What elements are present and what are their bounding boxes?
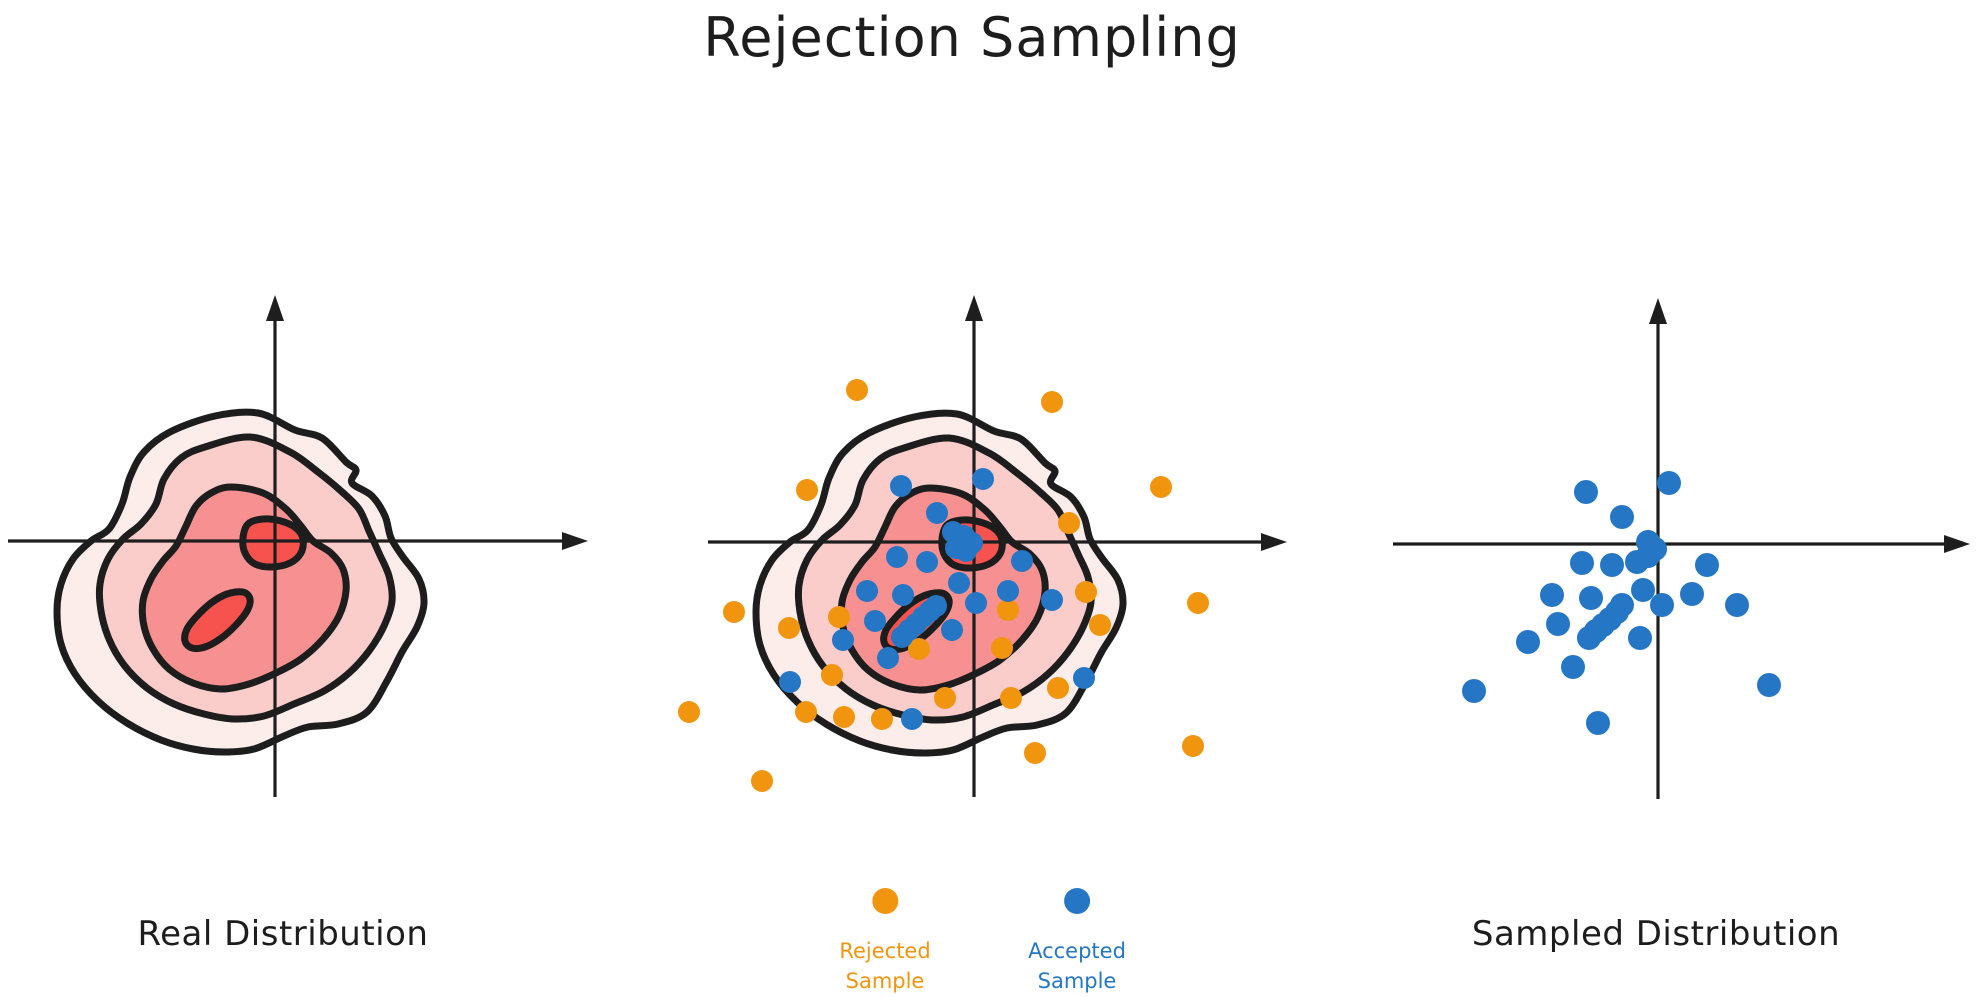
rejected-sample-dot <box>1182 735 1204 757</box>
accepted-sample-dot <box>972 468 994 490</box>
accepted-sample-dot <box>925 595 947 617</box>
y-axis-arrow-icon <box>1649 298 1667 324</box>
accepted-sample-dot <box>877 647 899 669</box>
rejected-sample-dot <box>846 379 868 401</box>
accepted-sample-legend-label: Accepted Sample <box>1028 936 1126 997</box>
x-axis-arrow-icon <box>1944 535 1970 553</box>
rejected-sample-dot <box>828 606 850 628</box>
real-distribution-contour <box>53 408 428 756</box>
rejected-sample-dot <box>1024 742 1046 764</box>
rejected-sample-dot <box>678 701 700 723</box>
real-distribution-label: Real Distribution <box>137 914 429 954</box>
sampled-dot <box>1586 711 1610 735</box>
accepted-samples <box>779 468 1095 730</box>
accepted-sample-dot <box>779 671 801 693</box>
sampled-dot <box>1680 582 1704 606</box>
rejected-sample-dot <box>997 599 1019 621</box>
rejected-sample-dot <box>795 701 817 723</box>
rejected-sample-legend-dot <box>871 888 898 914</box>
rejected-sample-dot <box>1041 391 1063 413</box>
accepted-sample-dot <box>926 502 948 524</box>
rejected-sample-dot <box>1000 687 1022 709</box>
sampled-dot <box>1610 505 1634 529</box>
sampled-dot <box>1561 655 1585 679</box>
rejected-sample-dot <box>908 638 930 660</box>
rejected-sample-dot <box>1075 581 1097 603</box>
sampled-dot <box>1600 553 1624 577</box>
accepted-sample-dot <box>1011 550 1033 572</box>
legend-accepted-line2: Sample <box>1037 969 1117 994</box>
accepted-sample-dot <box>864 610 886 632</box>
sampled-dot <box>1546 612 1570 636</box>
sampled-dot <box>1516 630 1540 654</box>
y-axis-arrow-icon <box>965 295 983 321</box>
x-axis-arrow-icon <box>1261 533 1287 551</box>
sampled-dot <box>1570 551 1594 575</box>
accepted-sample-dot <box>916 551 938 573</box>
sampled-panel-axes <box>1393 298 1970 799</box>
sampled-dot <box>1625 550 1649 574</box>
accepted-sample-dot <box>856 580 878 602</box>
real-panel-axes <box>8 295 588 797</box>
rejected-sample-dot <box>796 479 818 501</box>
accepted-sample-dot <box>892 584 914 606</box>
rejected-sample-dot <box>751 770 773 792</box>
rejected-sample-dot <box>871 708 893 730</box>
rejected-sample-dot <box>723 601 745 623</box>
accepted-sample-dot <box>941 619 963 641</box>
rejected-sample-dot <box>991 637 1013 659</box>
accepted-sample-dot <box>1041 589 1063 611</box>
accepted-sample-dot <box>965 592 987 614</box>
accepted-sample-dot <box>832 629 854 651</box>
accepted-sample-dot <box>886 546 908 568</box>
accepted-sample-dot <box>955 540 977 562</box>
accepted-sample-dot <box>1073 667 1095 689</box>
sampled-dot <box>1757 673 1781 697</box>
sampled-dot <box>1657 471 1681 495</box>
rejected-sample-legend-label: Rejected Sample <box>839 936 930 997</box>
sampled-distribution-dots <box>1462 471 1781 735</box>
legend-item-accepted: Accepted Sample <box>1028 888 1126 997</box>
rejected-sample-dot <box>1187 592 1209 614</box>
sampled-dot <box>1631 578 1655 602</box>
rejected-sample-dot <box>778 617 800 639</box>
rejected-sample-dot <box>1058 512 1080 534</box>
sampled-distribution-label: Sampled Distribution <box>1471 914 1841 954</box>
legend-item-rejected: Rejected Sample <box>839 888 931 997</box>
sampled-dot <box>1574 480 1598 504</box>
legend-rejected-line1: Rejected <box>839 939 931 963</box>
accepted-sample-dot <box>890 475 912 497</box>
rejected-sample-dot <box>1150 476 1172 498</box>
accepted-sample-legend-dot <box>1063 888 1090 914</box>
rejected-sample-dot <box>821 664 843 686</box>
legend-rejected-line2: Sample <box>845 969 925 994</box>
sampled-dot <box>1650 593 1674 617</box>
rejected-sample-dot <box>1089 614 1111 636</box>
rejected-samples <box>678 379 1209 792</box>
accepted-sample-dot <box>948 572 970 594</box>
figure-title: Rejection Sampling <box>703 6 1241 69</box>
y-axis-arrow-icon <box>266 295 284 321</box>
accepted-sample-dot <box>997 580 1019 602</box>
sampled-dot <box>1628 626 1652 650</box>
x-axis-arrow-icon <box>562 532 588 550</box>
rejected-sample-dot <box>1047 677 1069 699</box>
legend-accepted-line1: Accepted <box>1028 939 1126 963</box>
sampled-dot <box>1540 583 1564 607</box>
rejected-sample-dot <box>934 687 956 709</box>
sampled-dot <box>1695 553 1719 577</box>
sampled-dot <box>1610 593 1634 617</box>
sampled-dot <box>1579 586 1603 610</box>
accepted-sample-dot <box>901 708 923 730</box>
sampled-dot <box>1725 593 1749 617</box>
sampled-dot <box>1462 679 1486 703</box>
rejected-sample-dot <box>833 706 855 728</box>
